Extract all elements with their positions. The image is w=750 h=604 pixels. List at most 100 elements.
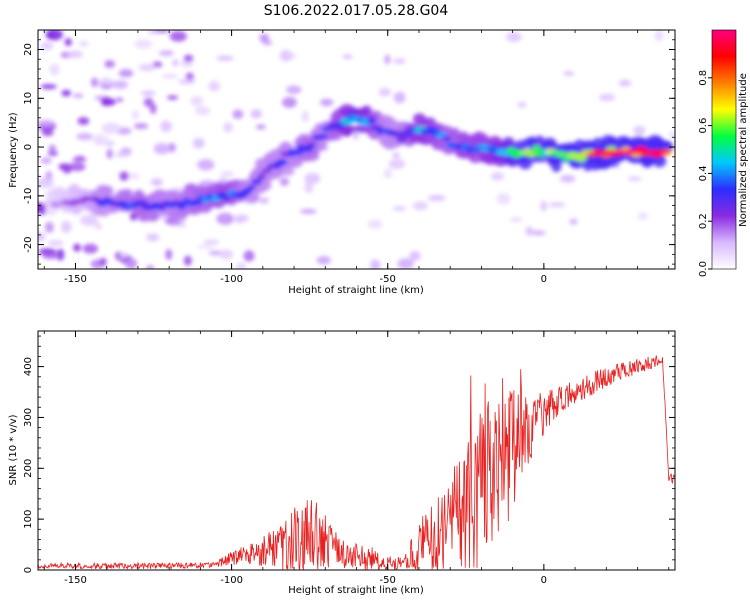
- noise-blob: [243, 250, 255, 262]
- noise-blob: [138, 63, 156, 72]
- y-tick-label: 400: [23, 357, 34, 376]
- noise-blob: [72, 93, 84, 98]
- noise-blob: [79, 41, 89, 47]
- noise-blob: [56, 248, 65, 261]
- noise-blob: [118, 69, 134, 78]
- spectrogram-xlabel: Height of straight line (km): [288, 285, 424, 296]
- noise-blob: [223, 122, 233, 133]
- noise-blob: [569, 218, 578, 225]
- ridge-core: [390, 130, 403, 138]
- y-tick-label: 200: [23, 459, 34, 478]
- figure-title: S106.2022.017.05.28.G04: [264, 3, 449, 19]
- noise-blob: [40, 157, 52, 165]
- noise-blob: [119, 171, 130, 181]
- snr-series-line: [38, 355, 675, 570]
- noise-blob: [38, 119, 55, 127]
- noise-blob: [100, 97, 116, 106]
- ridge-halo: [522, 137, 537, 147]
- noise-blob: [146, 265, 155, 269]
- ridge-peak: [661, 149, 670, 155]
- ridge-halo: [146, 208, 160, 222]
- noise-blob: [668, 131, 675, 139]
- noise-blob: [384, 54, 391, 65]
- colorbar-tick-label: 0.4: [698, 165, 709, 181]
- ridge-core: [257, 173, 266, 180]
- noise-blob: [279, 177, 290, 186]
- noise-blob: [112, 80, 129, 90]
- y-tick-label: 100: [23, 510, 34, 529]
- noise-blob: [38, 232, 46, 242]
- noise-blob: [74, 155, 85, 161]
- x-tick-label: -100: [220, 274, 243, 285]
- noise-blob: [48, 144, 57, 154]
- x-tick-label: 0: [541, 274, 547, 285]
- noise-blob: [92, 135, 110, 146]
- ridge-core: [396, 135, 407, 144]
- noise-blob: [165, 248, 173, 260]
- ridge-halo: [652, 154, 667, 168]
- noise-blob: [367, 219, 383, 230]
- ridge-core: [306, 142, 317, 148]
- noise-blob: [197, 159, 215, 171]
- noise-blob: [149, 103, 157, 115]
- ridge-halo: [312, 138, 328, 152]
- noise-blob: [159, 30, 170, 34]
- colorbar-label: Normalized spectral amplitude: [738, 73, 749, 227]
- noise-blob: [90, 77, 99, 88]
- y-tick-label: -20: [23, 236, 34, 252]
- noise-blob: [47, 240, 64, 247]
- noise-blob: [134, 39, 153, 49]
- noise-blob: [190, 95, 203, 107]
- noise-blob: [115, 97, 124, 103]
- noise-blob: [392, 206, 407, 211]
- noise-blob: [39, 41, 54, 51]
- snr-xlabel: Height of straight line (km): [288, 585, 424, 596]
- noise-blob: [140, 90, 156, 96]
- noise-blob: [525, 226, 533, 236]
- noise-blob: [47, 151, 58, 156]
- noise-blob: [124, 258, 138, 269]
- noise-blob: [178, 79, 196, 85]
- noise-blob: [627, 176, 642, 181]
- noise-blob: [342, 54, 353, 59]
- noise-blob: [216, 55, 234, 61]
- noise-blob: [147, 30, 157, 35]
- noise-blob: [559, 174, 576, 183]
- noise-blob: [41, 129, 54, 137]
- colorbar-tick-label: 0.6: [698, 118, 709, 134]
- x-tick-label: -150: [64, 575, 87, 586]
- noise-blob: [40, 84, 57, 90]
- noise-blob: [370, 259, 381, 269]
- noise-blob: [654, 30, 664, 42]
- noise-blob: [185, 72, 194, 81]
- noise-blob: [99, 257, 107, 266]
- noise-blob: [392, 152, 400, 159]
- colorbar-tick-label: 0.2: [698, 213, 709, 229]
- noise-blob: [76, 133, 94, 141]
- noise-blob: [496, 193, 511, 205]
- ridge-core: [275, 158, 288, 166]
- noise-blob: [397, 258, 414, 269]
- noise-blob: [412, 201, 429, 211]
- ridge-halo: [304, 149, 320, 162]
- noise-blob: [316, 255, 331, 265]
- noise-blob: [73, 243, 81, 252]
- noise-blob: [95, 222, 102, 230]
- noise-blob: [183, 54, 194, 63]
- x-tick-label: -150: [64, 274, 87, 285]
- noise-blob: [80, 214, 98, 226]
- noise-blob: [153, 143, 171, 155]
- noise-blob: [82, 243, 99, 254]
- ridge-core: [576, 154, 587, 163]
- noise-blob: [166, 219, 182, 226]
- spectrogram-image: [38, 30, 675, 269]
- noise-blob: [259, 197, 269, 204]
- noise-blob: [106, 148, 113, 159]
- noise-blob: [159, 50, 174, 57]
- ridge-core: [442, 135, 451, 142]
- noise-blob: [60, 220, 72, 233]
- spectrogram-ylabel: Frequency (Hz): [8, 112, 19, 188]
- ridge-halo: [361, 105, 372, 115]
- noise-blob: [282, 96, 297, 108]
- noise-blob: [160, 120, 172, 133]
